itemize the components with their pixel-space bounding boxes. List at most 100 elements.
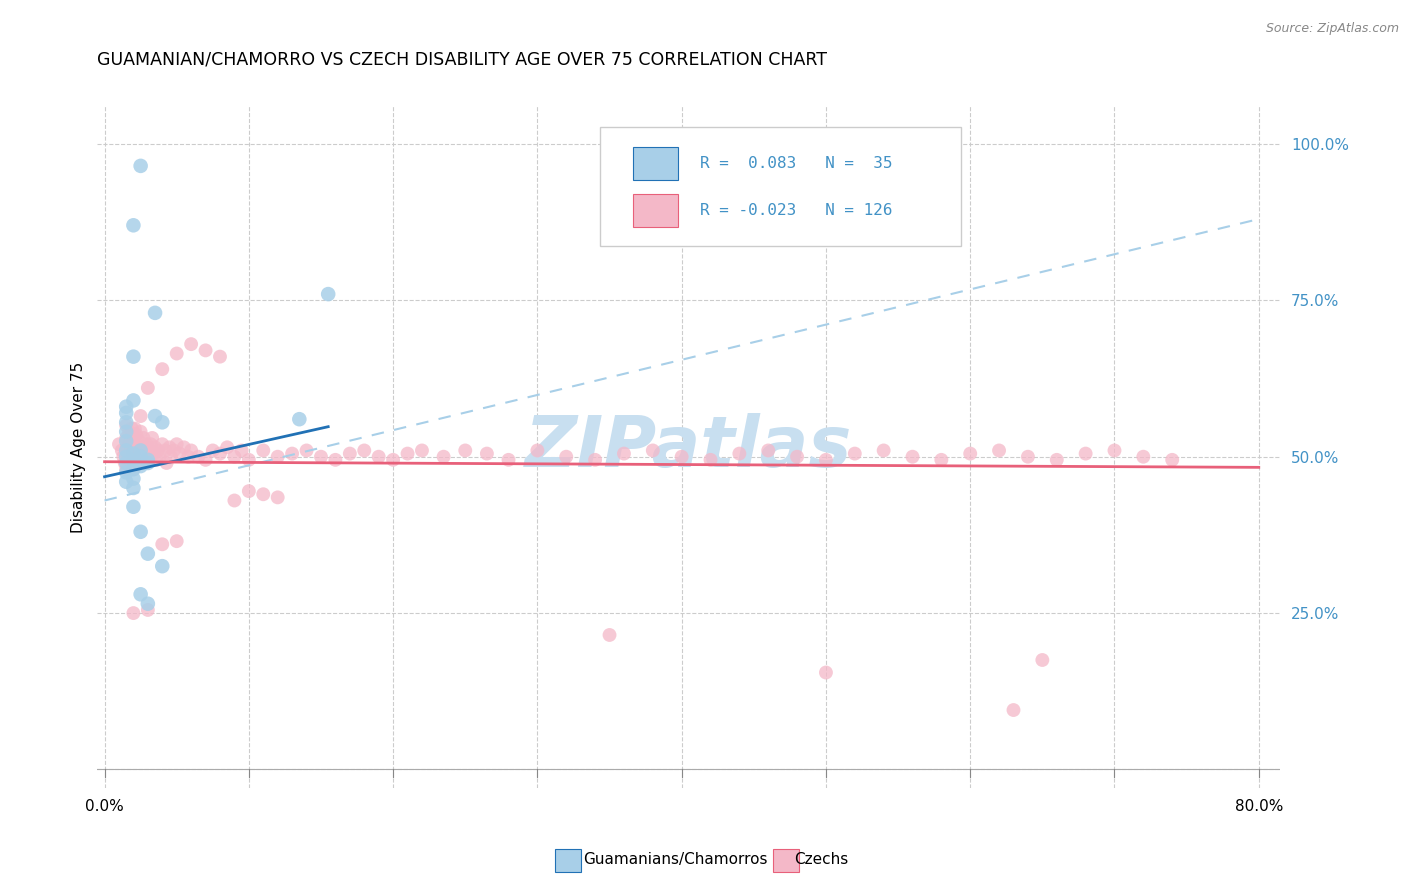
Point bbox=[125, 456, 148, 470]
Point bbox=[117, 440, 139, 454]
Point bbox=[699, 453, 721, 467]
Point bbox=[150, 559, 173, 574]
Point bbox=[224, 450, 246, 464]
Point bbox=[208, 447, 231, 461]
Point bbox=[124, 421, 146, 435]
Point bbox=[194, 453, 217, 467]
Bar bbox=[633, 194, 678, 227]
Point bbox=[131, 440, 153, 454]
Point bbox=[1017, 450, 1039, 464]
Text: R =  0.083   N =  35: R = 0.083 N = 35 bbox=[700, 156, 891, 171]
Point bbox=[115, 466, 138, 480]
Point bbox=[194, 343, 217, 358]
Y-axis label: Disability Age Over 75: Disability Age Over 75 bbox=[72, 362, 86, 533]
Text: R = -0.023   N = 126: R = -0.023 N = 126 bbox=[700, 203, 891, 219]
Point bbox=[139, 437, 162, 451]
Point bbox=[121, 427, 143, 442]
Point bbox=[252, 443, 274, 458]
Point bbox=[128, 456, 150, 470]
Point bbox=[641, 443, 664, 458]
Point bbox=[433, 450, 456, 464]
Point bbox=[136, 456, 159, 470]
Point bbox=[267, 450, 290, 464]
Point bbox=[115, 425, 138, 439]
Point bbox=[136, 381, 159, 395]
Point bbox=[125, 427, 148, 442]
Point bbox=[145, 453, 167, 467]
Point bbox=[173, 440, 195, 454]
Point bbox=[136, 447, 159, 461]
Point bbox=[136, 453, 159, 467]
Point bbox=[135, 437, 157, 451]
Point bbox=[129, 459, 152, 474]
Point bbox=[121, 421, 143, 435]
Point bbox=[180, 443, 202, 458]
Point bbox=[131, 453, 153, 467]
Point bbox=[129, 159, 152, 173]
Point bbox=[132, 431, 155, 445]
Point bbox=[108, 437, 131, 451]
Point bbox=[367, 450, 389, 464]
Point bbox=[163, 443, 186, 458]
Text: 0.0%: 0.0% bbox=[86, 799, 124, 814]
Point bbox=[132, 443, 155, 458]
Point bbox=[122, 431, 145, 445]
Text: 80.0%: 80.0% bbox=[1234, 799, 1282, 814]
Point bbox=[115, 400, 138, 414]
Point bbox=[127, 447, 149, 461]
Point bbox=[166, 534, 188, 549]
Point bbox=[155, 456, 177, 470]
Point bbox=[148, 450, 170, 464]
Point bbox=[128, 434, 150, 448]
Point bbox=[238, 484, 260, 499]
Point bbox=[129, 425, 152, 439]
FancyBboxPatch shape bbox=[600, 127, 960, 246]
Point bbox=[136, 603, 159, 617]
Point bbox=[129, 450, 152, 464]
Point bbox=[411, 443, 433, 458]
Point bbox=[353, 443, 375, 458]
Point bbox=[339, 447, 361, 461]
Point bbox=[115, 456, 138, 470]
Point bbox=[111, 443, 134, 458]
Point bbox=[115, 415, 138, 429]
Point bbox=[143, 306, 166, 320]
Point bbox=[122, 450, 145, 464]
Point bbox=[129, 443, 152, 458]
Point bbox=[454, 443, 477, 458]
Point bbox=[115, 431, 138, 445]
Point bbox=[127, 440, 149, 454]
Point bbox=[931, 453, 953, 467]
Point bbox=[129, 450, 152, 464]
Point bbox=[122, 443, 145, 458]
Point bbox=[122, 606, 145, 620]
Point bbox=[988, 443, 1011, 458]
Point bbox=[526, 443, 548, 458]
Point bbox=[1031, 653, 1053, 667]
Point bbox=[901, 450, 924, 464]
Point bbox=[583, 453, 606, 467]
Point bbox=[844, 447, 866, 461]
Point bbox=[143, 440, 166, 454]
Point bbox=[129, 587, 152, 601]
Point bbox=[136, 547, 159, 561]
Point bbox=[217, 440, 239, 454]
Point bbox=[187, 450, 209, 464]
Point bbox=[475, 447, 498, 461]
Bar bbox=[773, 849, 799, 872]
Text: Source: ZipAtlas.com: Source: ZipAtlas.com bbox=[1265, 22, 1399, 36]
Point bbox=[1046, 453, 1069, 467]
Point bbox=[288, 412, 311, 426]
Point bbox=[124, 440, 146, 454]
Point bbox=[309, 450, 332, 464]
Point bbox=[122, 453, 145, 467]
Point bbox=[1104, 443, 1126, 458]
Point bbox=[160, 450, 183, 464]
Point bbox=[115, 443, 138, 458]
Point bbox=[872, 443, 894, 458]
Point bbox=[115, 418, 138, 433]
Point bbox=[142, 447, 165, 461]
Point bbox=[141, 431, 163, 445]
Point bbox=[150, 437, 173, 451]
Point bbox=[134, 450, 156, 464]
